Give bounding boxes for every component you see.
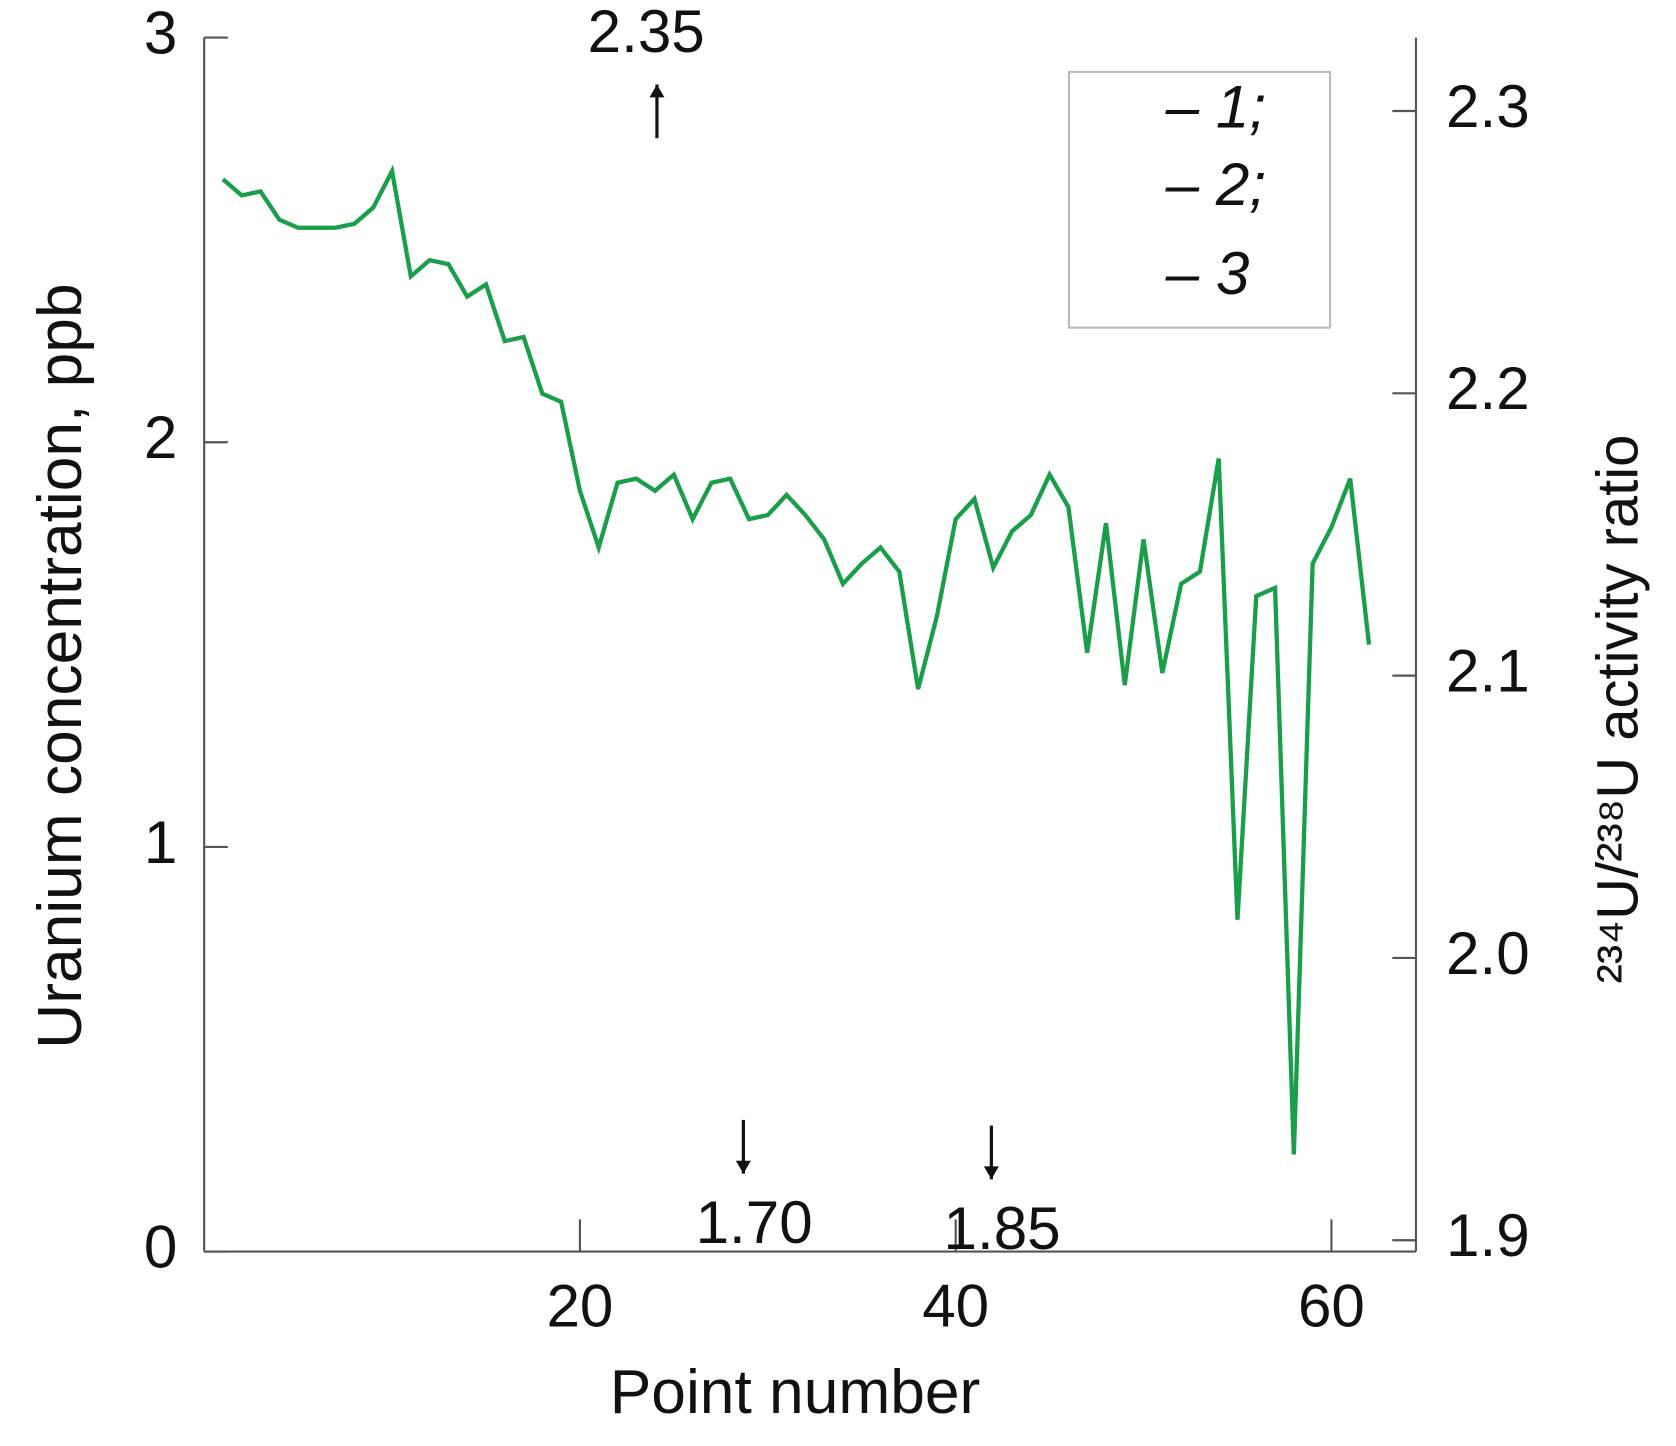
x-tick-label: 60 [1298,1273,1365,1340]
x-tick-label: 40 [922,1273,989,1340]
y2-tick-label: 2.1 [1446,638,1530,705]
y-tick-label: 1 [144,809,177,876]
annotation-arrowhead [983,1166,999,1180]
y-axis-label: Uranium concentration, ppb [26,283,95,1048]
y2-tick-label: 1.9 [1446,1202,1530,1269]
annotation: 1.70 [696,1189,813,1256]
y2-axis-label: ²³⁴U/²³⁸U activity ratio [1586,435,1651,984]
y2-tick-label: 2.3 [1446,73,1530,140]
x-axis-label: Point number [610,1358,981,1427]
y2-tick-label: 2.0 [1446,920,1530,987]
annotation-arrowhead [735,1160,751,1174]
legend [1067,70,1332,329]
y2-tick-label: 2.2 [1446,355,1530,422]
annotation: 2.35 [588,0,705,65]
legend-label: – 1; [1165,74,1266,141]
legend-label: – 2; [1165,151,1266,218]
y-tick-label: 0 [144,1213,177,1280]
y-tick-label: 3 [144,0,177,66]
annotation: 1.85 [944,1195,1061,1262]
x-tick-label: 20 [546,1273,613,1340]
y-tick-label: 2 [144,404,177,471]
legend-label: – 3 [1165,240,1250,307]
series-line [221,164,1372,1155]
annotation-arrowhead [649,84,665,98]
